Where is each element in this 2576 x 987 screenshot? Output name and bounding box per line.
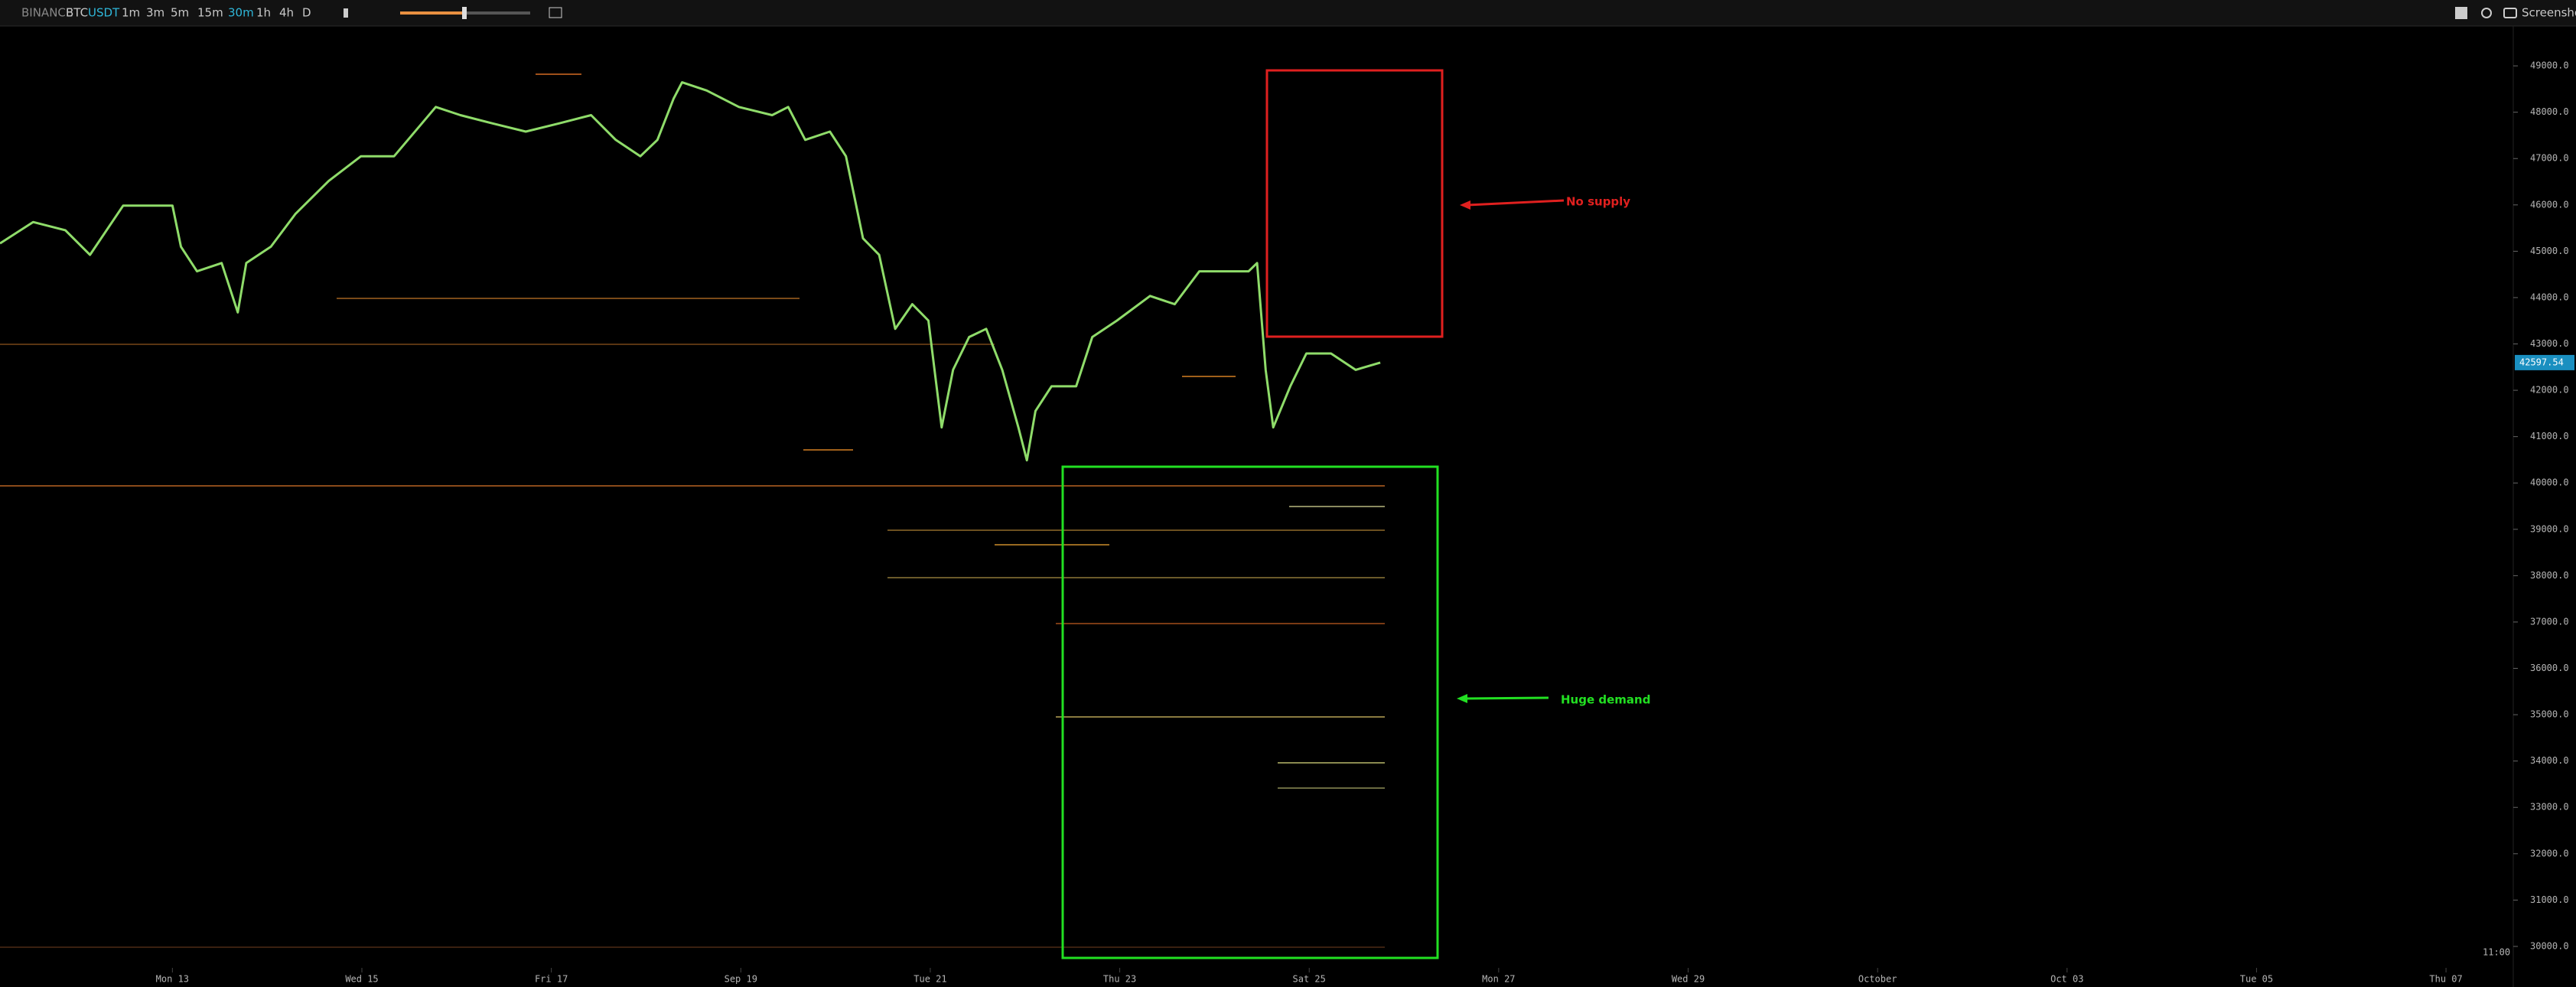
y-tick-label: 45000.0 <box>2530 246 2569 256</box>
exchange[interactable]: BINANCE <box>21 6 73 20</box>
interval-button[interactable]: 15m <box>197 6 223 20</box>
annotation-arrow <box>1464 696 1549 700</box>
heatmap <box>0 73 1385 948</box>
interval-button[interactable]: 1h <box>256 6 271 20</box>
interval-button[interactable]: 1m <box>122 6 140 20</box>
y-tick-label: 40000.0 <box>2530 477 2569 488</box>
interval-button[interactable]: D <box>302 6 311 20</box>
toolbar-icon[interactable] <box>549 7 562 18</box>
last-price-label: 42597.54 <box>2519 357 2564 367</box>
arrow-head <box>1460 200 1470 210</box>
y-tick-label: 42000.0 <box>2530 385 2569 396</box>
y-tick-label: 37000.0 <box>2530 616 2569 627</box>
y-tick-label: 49000.0 <box>2530 60 2569 71</box>
toolbar <box>0 0 2576 26</box>
y-tick-label: 47000.0 <box>2530 153 2569 164</box>
y-tick-label: 48000.0 <box>2530 106 2569 117</box>
demand-box <box>1061 465 1439 959</box>
screenshot-button[interactable]: Screenshot <box>2522 6 2576 20</box>
arrow-head <box>1457 694 1467 703</box>
last-price-badge <box>2515 354 2574 370</box>
x-tick-label: Tue 21 <box>913 974 946 985</box>
y-tick-label: 34000.0 <box>2530 755 2569 766</box>
y-tick-label: 33000.0 <box>2530 802 2569 813</box>
y-tick-label: 30000.0 <box>2530 940 2569 951</box>
settings-icon[interactable] <box>2481 8 2492 18</box>
interval-button[interactable]: 30m <box>228 6 254 20</box>
x-tick-label: October <box>1858 974 1897 985</box>
supply-box <box>1265 69 1444 338</box>
y-tick-label: 41000.0 <box>2530 431 2569 441</box>
y-tick-label: 43000.0 <box>2530 338 2569 349</box>
symbol-base[interactable]: BTC <box>66 6 88 20</box>
x-tick-label: Fri 17 <box>535 974 568 985</box>
x-tick-label: Sep 19 <box>725 974 757 985</box>
plot: 42597.54 <box>0 81 2574 462</box>
x-tick-label: Thu 07 <box>2429 974 2462 985</box>
x-tick-label: Oct 03 <box>2050 974 2083 985</box>
price-line <box>0 81 1381 462</box>
axes: 30000.0 31000.0 32000.0 33000.0 34000.0 35000… <box>156 26 2569 987</box>
y-tick-label: 36000.0 <box>2530 663 2569 673</box>
y-tick-label: 39000.0 <box>2530 523 2569 534</box>
x-tick-label: Mon 27 <box>1482 974 1515 985</box>
candle-icon[interactable] <box>344 8 348 18</box>
y-tick-label: 35000.0 <box>2530 709 2569 720</box>
slider-handle[interactable] <box>462 7 467 19</box>
x-tick-label: Wed 29 <box>1672 974 1705 985</box>
opacity-slider-fill <box>400 11 464 15</box>
y-tick-label: 38000.0 <box>2530 570 2569 581</box>
account-icon[interactable] <box>2455 7 2467 19</box>
annotation: No supply <box>1566 195 1630 209</box>
x-tick-label: Tue 05 <box>2240 974 2273 985</box>
y-tick-label: 44000.0 <box>2530 292 2569 302</box>
camera-icon[interactable] <box>2503 8 2517 18</box>
x-tick-label: Mon 13 <box>156 974 189 985</box>
interval-button[interactable]: 4h <box>279 6 294 20</box>
time-label: 11:00 <box>2483 947 2510 958</box>
y-tick-label: 46000.0 <box>2530 199 2569 210</box>
annotation-arrow <box>1467 199 1565 207</box>
x-tick-label: Wed 15 <box>345 974 378 985</box>
symbol-quote[interactable]: USDT <box>88 6 120 20</box>
y-tick-label: 31000.0 <box>2530 894 2569 905</box>
y-tick-label: 32000.0 <box>2530 848 2569 858</box>
interval-button[interactable]: 3m <box>146 6 164 20</box>
x-tick-label: Thu 23 <box>1103 974 1136 985</box>
x-tick-label: Sat 25 <box>1293 974 1326 985</box>
annotation: Huge demand <box>1561 693 1650 707</box>
interval-button[interactable]: 5m <box>171 6 189 20</box>
interval-bar: 1m 3m 5m 15m 30m 1h 4h D <box>122 6 311 20</box>
